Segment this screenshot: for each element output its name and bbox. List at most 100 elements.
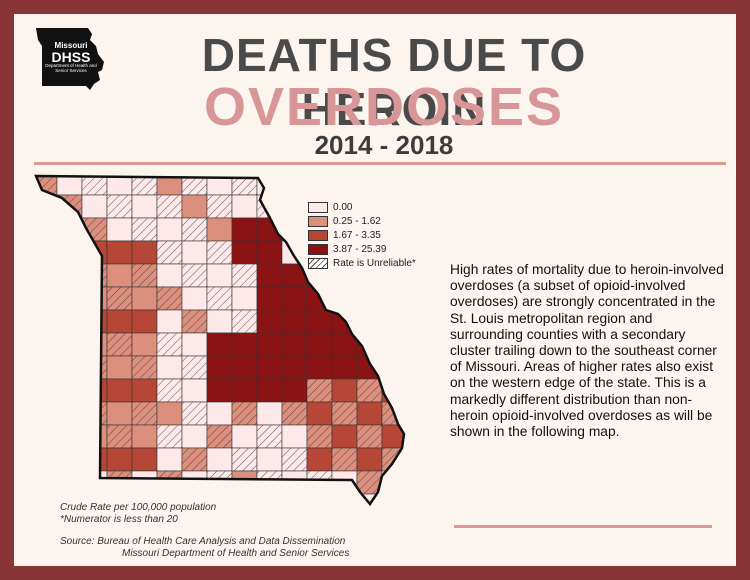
county-area: [306, 332, 333, 357]
county-unreliable-hatch: [107, 195, 132, 218]
county-area: [56, 355, 83, 380]
county-unreliable-hatch: [82, 176, 107, 195]
county-area: [231, 217, 258, 242]
county-area: [36, 401, 58, 426]
county-area: [131, 286, 158, 311]
county-area: [131, 332, 158, 357]
county-unreliable-hatch: [332, 176, 357, 195]
county-area: [131, 424, 158, 449]
legend-swatch-3: [308, 243, 328, 255]
county-area: [56, 378, 83, 403]
county-unreliable-hatch: [232, 310, 257, 333]
county-unreliable-hatch: [257, 471, 282, 494]
county-area: [36, 424, 58, 449]
missouri-state-silhouette-icon: [36, 28, 104, 90]
title-line-1: DEATHS DUE TO HEROIN: [201, 29, 587, 135]
county-unreliable-hatch: [407, 287, 432, 310]
county-area: [281, 332, 308, 357]
county-area: [81, 309, 108, 334]
county-area: [81, 424, 108, 449]
county-area: [181, 194, 208, 219]
county-area: [36, 309, 58, 334]
county-area: [206, 263, 233, 288]
county-area: [256, 309, 283, 334]
county-unreliable-hatch: [407, 425, 432, 448]
county-unreliable-hatch: [36, 494, 57, 504]
county-area: [56, 447, 83, 472]
county-area: [206, 332, 233, 357]
county-area: [281, 194, 308, 219]
county-area: [231, 286, 258, 311]
county-unreliable-hatch: [232, 448, 257, 471]
county-area: [36, 332, 58, 357]
legend-label: 1.67 - 3.35: [333, 229, 381, 241]
legend-item: 3.87 - 25.39: [308, 242, 416, 256]
county-area: [156, 355, 183, 380]
county-unreliable-hatch: [182, 218, 207, 241]
county-area: [81, 194, 108, 219]
county-area: [81, 447, 108, 472]
county-unreliable-hatch: [157, 287, 182, 310]
county-area: [156, 217, 183, 242]
logo-dhss-text: DHSS: [51, 49, 91, 65]
legend-swatch-0: [308, 201, 328, 213]
county-area: [306, 309, 333, 334]
county-area: [231, 493, 258, 504]
county-unreliable-hatch: [282, 448, 307, 471]
county-area: [106, 240, 133, 265]
county-unreliable-hatch: [207, 425, 232, 448]
county-area: [206, 309, 233, 334]
county-unreliable-hatch: [407, 471, 432, 494]
bottom-divider: [454, 525, 712, 528]
missouri-county-map: [34, 174, 432, 507]
county-area: [106, 355, 133, 380]
county-area: [381, 470, 404, 495]
county-area: [106, 447, 133, 472]
county-unreliable-hatch: [157, 425, 182, 448]
county-unreliable-hatch: [132, 402, 157, 425]
county-area: [181, 378, 208, 403]
county-unreliable-hatch: [182, 176, 207, 195]
county-unreliable-hatch: [357, 425, 382, 448]
county-unreliable-hatch: [182, 310, 207, 333]
county-area: [281, 217, 308, 242]
county-area: [331, 355, 358, 380]
legend-item: 1.67 - 3.35: [308, 228, 416, 242]
county-area: [356, 286, 383, 311]
county-area: [56, 217, 83, 242]
county-area: [181, 286, 208, 311]
county-unreliable-hatch: [107, 471, 132, 494]
county-area: [206, 355, 233, 380]
county-area: [256, 493, 283, 504]
county-unreliable-hatch: [207, 195, 232, 218]
county-area: [106, 401, 133, 426]
county-unreliable-hatch: [257, 425, 282, 448]
county-area: [131, 447, 158, 472]
map-legend: 0.00 0.25 - 1.62 1.67 - 3.35 3.87 - 25.3…: [308, 200, 416, 270]
county-area: [231, 470, 258, 495]
county-area: [36, 470, 58, 495]
county-area: [156, 176, 183, 196]
county-choropleth-map: [32, 172, 432, 512]
county-area: [407, 448, 432, 471]
county-area: [81, 470, 108, 495]
county-area: [407, 310, 432, 333]
county-area: [407, 425, 432, 448]
county-area: [256, 240, 283, 265]
county-area: [331, 286, 358, 311]
county-unreliable-hatch: [182, 448, 207, 471]
county-area: [106, 378, 133, 403]
county-unreliable-hatch: [207, 287, 232, 310]
county-unreliable-hatch: [182, 264, 207, 287]
county-unreliable-hatch: [332, 494, 357, 504]
county-area: [331, 176, 358, 196]
county-area: [381, 493, 404, 504]
county-area: [407, 471, 432, 494]
county-unreliable-hatch: [332, 402, 357, 425]
county-area: [356, 176, 383, 196]
county-area: [81, 332, 108, 357]
county-area: [36, 263, 58, 288]
county-area: [381, 176, 404, 196]
county-area: [256, 401, 283, 426]
county-area: [231, 424, 258, 449]
